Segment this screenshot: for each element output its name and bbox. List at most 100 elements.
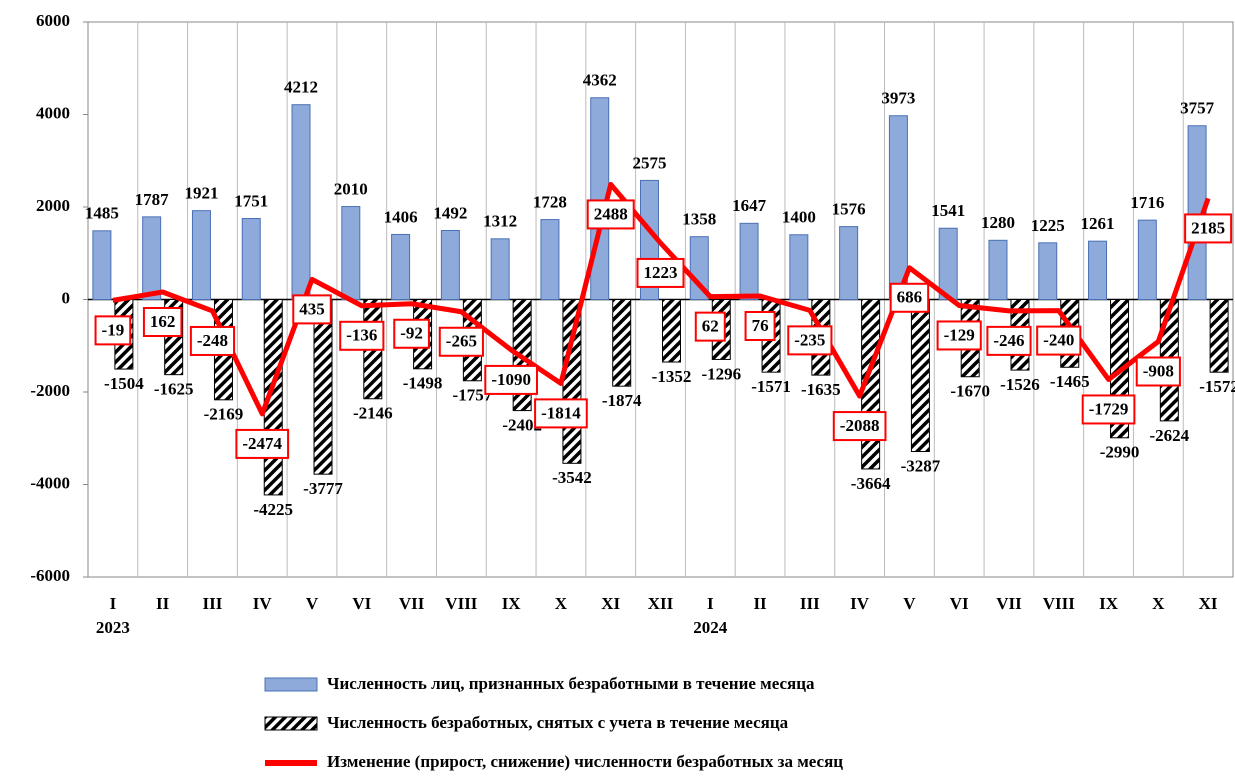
bar-value-label: -1670 xyxy=(950,382,990,401)
x-tick-label: III xyxy=(203,594,223,613)
bar xyxy=(1137,219,1157,300)
line-value-label: 1223 xyxy=(644,263,678,282)
y-tick-label: 4000 xyxy=(36,103,70,122)
x-tick-label: II xyxy=(753,594,767,613)
bar-value-label: 3757 xyxy=(1180,99,1215,118)
bar-value-label: -1635 xyxy=(801,380,841,399)
line-label-box xyxy=(235,428,290,459)
bar-value-label: -1465 xyxy=(1050,372,1090,391)
y-tick-label: 6000 xyxy=(36,11,70,30)
bar-value-label: 1921 xyxy=(184,184,218,203)
bar-value-label: -2624 xyxy=(1149,426,1189,445)
bar-value-label: -3287 xyxy=(901,456,941,475)
line-label-box xyxy=(142,307,183,338)
bar xyxy=(612,299,632,387)
bar-value-label: -2169 xyxy=(204,405,244,424)
x-tick-label: IV xyxy=(253,594,273,613)
line-label-box xyxy=(189,325,236,356)
x-tick-label: VII xyxy=(399,594,425,613)
bar-value-label: -1296 xyxy=(701,364,741,383)
bar xyxy=(142,216,162,301)
line-label-box xyxy=(534,398,588,429)
line-label-box xyxy=(586,199,635,230)
line-value-label: 686 xyxy=(897,288,923,307)
x-tick-label: I xyxy=(110,594,117,613)
y-tick-label: -2000 xyxy=(30,381,70,400)
bar-value-label: 1716 xyxy=(1130,193,1164,212)
line-value-label: -2088 xyxy=(840,416,880,435)
x-tick-label: IX xyxy=(1099,594,1119,613)
line-value-label: 162 xyxy=(150,312,176,331)
bar-value-label: -1504 xyxy=(104,374,144,393)
bar-value-label: 1225 xyxy=(1031,216,1065,235)
bar xyxy=(341,206,361,301)
bar-value-label: 1751 xyxy=(234,191,268,210)
line-label-box xyxy=(889,282,930,313)
bar xyxy=(1088,240,1108,301)
line-value-label: 76 xyxy=(752,316,769,335)
line-label-box xyxy=(832,411,887,442)
x-tick-label: VII xyxy=(996,594,1022,613)
bar xyxy=(291,104,311,300)
line-value-label: -908 xyxy=(1143,361,1174,380)
line-value-label: -240 xyxy=(1043,331,1074,350)
x-tick-label: XII xyxy=(648,594,674,613)
bar-value-label: -1352 xyxy=(652,367,692,386)
line-value-label: -1729 xyxy=(1089,399,1129,418)
bar-value-label: 1485 xyxy=(85,204,119,223)
bar-value-label: -3777 xyxy=(303,479,343,498)
bar xyxy=(789,234,809,300)
bar-value-label: 1492 xyxy=(433,203,467,222)
bar xyxy=(1038,242,1058,300)
bar xyxy=(540,219,560,300)
line-label-box xyxy=(1184,213,1233,244)
bar xyxy=(490,238,510,301)
bar-value-label: -1526 xyxy=(1000,375,1040,394)
x-tick-label: III xyxy=(800,594,820,613)
line-value-label: 435 xyxy=(299,299,325,318)
line-label-box xyxy=(339,320,385,351)
legend-label: Изменение (прирост, снижение) численност… xyxy=(327,752,843,771)
bar xyxy=(662,299,681,363)
bar-value-label: -2402 xyxy=(502,415,542,434)
y-tick-label: 0 xyxy=(62,288,71,307)
bar xyxy=(241,218,261,300)
bar xyxy=(839,226,859,300)
line-label-box xyxy=(744,310,776,341)
legend-swatch xyxy=(265,760,317,766)
line-label-box xyxy=(1081,394,1136,425)
line-label-box xyxy=(438,326,484,357)
legend-label: Численность безработных, снятых с учета … xyxy=(327,713,789,732)
line-value-label: -1814 xyxy=(541,403,581,422)
bar-value-label: 1541 xyxy=(931,201,965,220)
bar-value-label: -4225 xyxy=(253,500,293,519)
line-label-box xyxy=(292,294,332,325)
line-label-box xyxy=(636,257,685,288)
bar-value-label: 1728 xyxy=(533,192,567,211)
bar-value-label: 2575 xyxy=(633,153,667,172)
x-tick-label: X xyxy=(1152,594,1165,613)
bar xyxy=(313,299,333,475)
bar-value-label: 1400 xyxy=(782,208,816,227)
bar-value-label: 4212 xyxy=(284,78,318,97)
line-value-label: -136 xyxy=(346,326,377,345)
bar xyxy=(988,239,1008,301)
line-value-label: 2185 xyxy=(1191,218,1225,237)
bar-value-label: 1358 xyxy=(682,210,716,229)
x-tick-label: XI xyxy=(1199,594,1218,613)
bar-value-label: -2990 xyxy=(1100,443,1140,462)
line-label-box xyxy=(787,325,833,356)
bar-value-label: 1280 xyxy=(981,213,1015,232)
legend-label: Численность лиц, признанных безработными… xyxy=(327,674,815,693)
y-tick-label: 2000 xyxy=(36,196,70,215)
bar xyxy=(888,115,908,300)
x-tick-label: VIII xyxy=(1043,594,1076,613)
legend-swatch xyxy=(264,716,318,731)
line-label-box xyxy=(1036,325,1082,356)
x-tick-label: VI xyxy=(950,594,969,613)
bar-value-label: -1498 xyxy=(403,374,443,393)
line-label-box xyxy=(694,311,726,342)
bar-value-label: 4362 xyxy=(583,71,617,90)
x-tick-label: XI xyxy=(601,594,620,613)
